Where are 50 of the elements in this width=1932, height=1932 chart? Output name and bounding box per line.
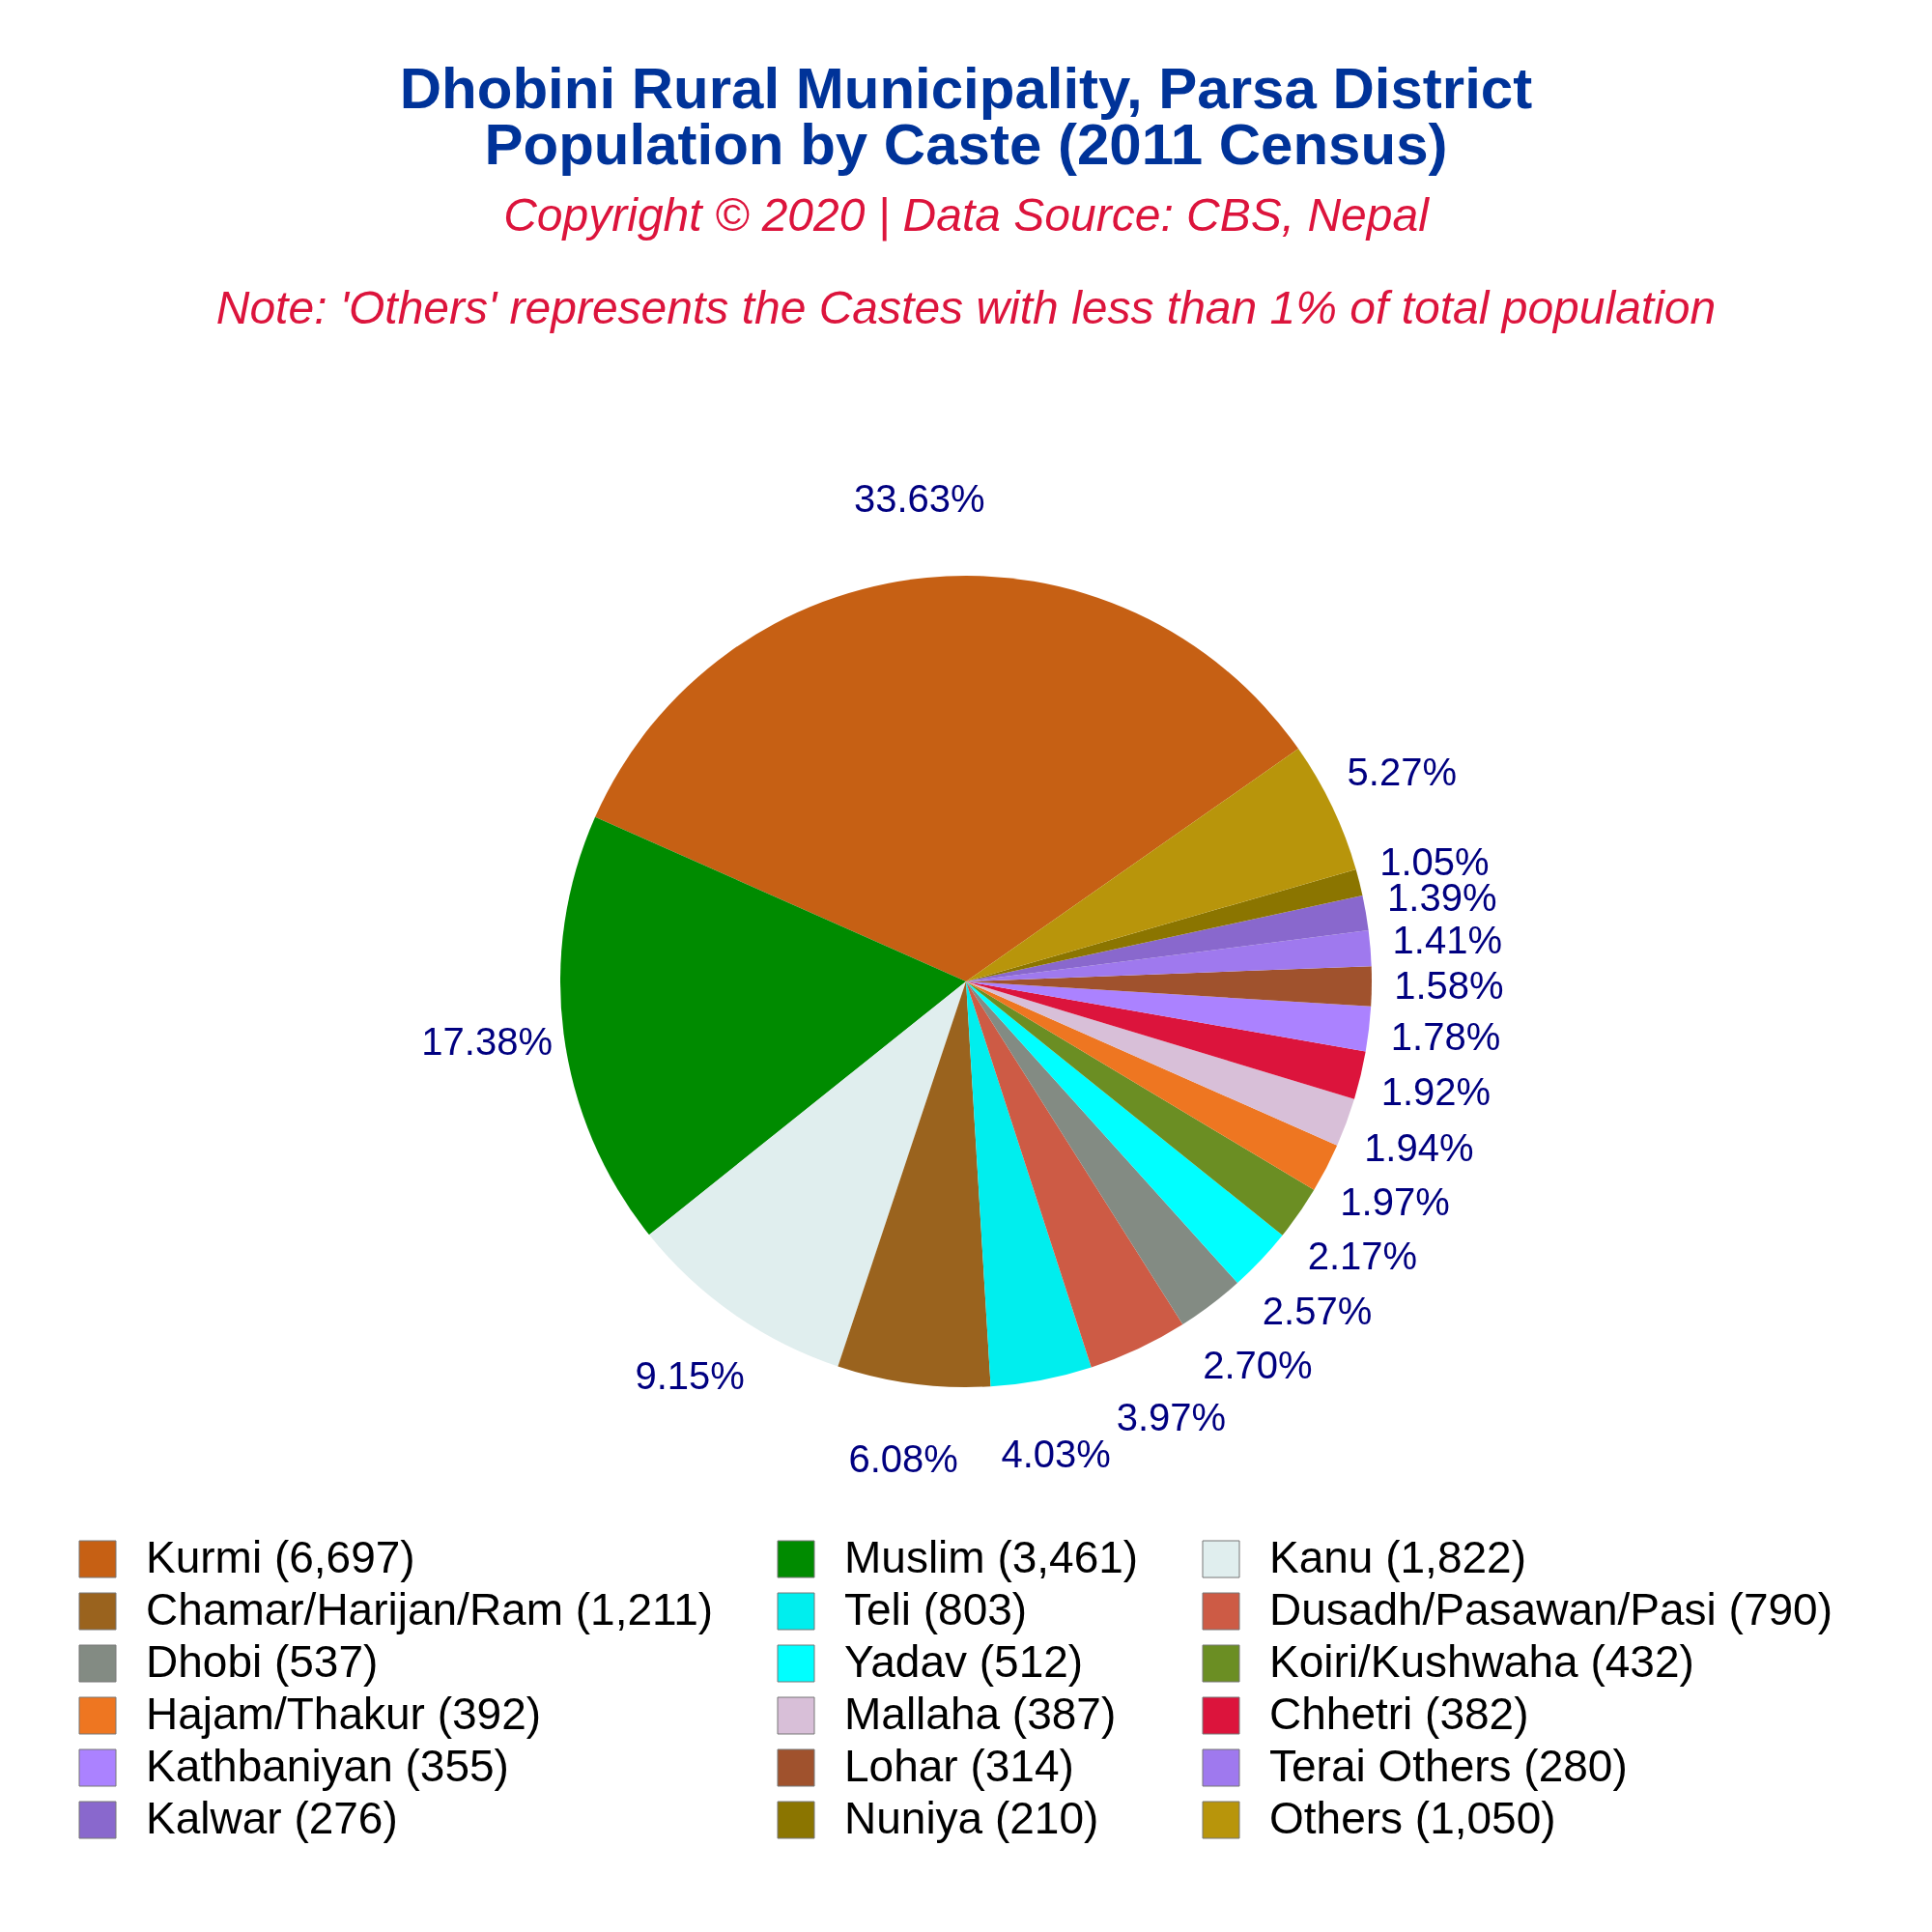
legend-label: Chamar/Harijan/Ram (1,211) xyxy=(146,1584,714,1634)
data-label: 1.78% xyxy=(1390,1014,1501,1058)
data-label: 9.15% xyxy=(635,1354,745,1398)
pie-slice xyxy=(966,981,1283,1284)
legend-label: Dhobi (537) xyxy=(146,1636,379,1687)
legend-label: Mallaha (387) xyxy=(844,1689,1117,1739)
pie-slice xyxy=(966,895,1369,981)
chart-subtitle: Copyright © 2020 | Data Source: CBS, Nepal xyxy=(503,189,1431,242)
legend-label: Kanu (1,822) xyxy=(1269,1532,1526,1582)
pie-slice xyxy=(966,981,1092,1387)
legend-label: Kurmi (6,697) xyxy=(146,1532,415,1582)
legend-label: Terai Others (280) xyxy=(1269,1741,1628,1791)
data-label: 5.27% xyxy=(1347,750,1457,793)
pie-slice xyxy=(966,981,1315,1236)
legend-label: Lohar (314) xyxy=(844,1741,1074,1791)
pie-slice xyxy=(838,981,991,1387)
data-label: 2.57% xyxy=(1262,1290,1373,1333)
text: Note: 'Others' represents the Castes with less than 1% of total population xyxy=(215,282,1717,333)
pie-slice xyxy=(966,981,1183,1368)
legend-label: Teli (803) xyxy=(844,1584,1028,1634)
data-label: 17.38% xyxy=(421,1020,553,1064)
data-label: 33.63% xyxy=(853,477,985,521)
legend-label: Others (1,050) xyxy=(1269,1793,1556,1843)
legend-label: Kathbaniyan (355) xyxy=(146,1741,509,1791)
legend-label: Kalwar (276) xyxy=(146,1793,398,1843)
data-label: 1.92% xyxy=(1380,1069,1492,1113)
data-label: 1.97% xyxy=(1340,1179,1450,1223)
legend-label: Hajam/Thakur (392) xyxy=(146,1689,542,1739)
data-label: 1.58% xyxy=(1394,963,1504,1007)
data-label: 6.08% xyxy=(848,1436,958,1480)
pie-slice xyxy=(966,981,1338,1190)
pie-slice xyxy=(595,576,1299,981)
chart-title: Dhobini Rural Municipality, Parsa District Population by Caste (2011 Census) xyxy=(399,56,1533,177)
legend-label: Chhetri (382) xyxy=(1269,1689,1529,1739)
data-label: 1.41% xyxy=(1392,919,1503,961)
data-label: 3.97% xyxy=(1116,1395,1227,1438)
pie-slice xyxy=(560,816,966,1236)
pie-slice xyxy=(966,981,1366,1099)
data-label: 1.94% xyxy=(1364,1125,1474,1169)
legend-label: Koiri/Kushwaha (432) xyxy=(1269,1636,1694,1687)
legend-label: Dusadh/Pasawan/Pasi (790) xyxy=(1269,1584,1833,1634)
pie-slice xyxy=(966,981,1238,1325)
legend-label: Nuniya (210) xyxy=(844,1793,1099,1843)
pie-slice xyxy=(966,981,1354,1146)
data-label: 2.17% xyxy=(1307,1234,1418,1277)
legend-label: Yadav (512) xyxy=(844,1636,1084,1687)
legend-label: Muslim (3,461) xyxy=(844,1532,1139,1582)
data-label: 2.70% xyxy=(1203,1343,1313,1386)
pie-slice xyxy=(966,981,1372,1052)
data-label: 4.03% xyxy=(1001,1433,1111,1476)
